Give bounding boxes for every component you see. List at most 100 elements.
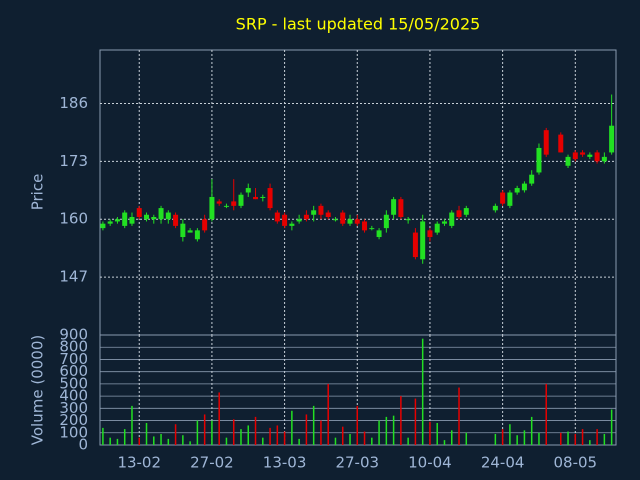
volume-bar bbox=[131, 405, 133, 445]
x-tick-label: 08-05 bbox=[554, 454, 598, 472]
candle-body bbox=[173, 214, 179, 226]
candle-body bbox=[587, 154, 593, 157]
candle-body bbox=[216, 201, 222, 204]
candle-body bbox=[543, 130, 549, 155]
volume-bar bbox=[305, 414, 308, 445]
volume-bar bbox=[371, 437, 373, 445]
volume-bar bbox=[218, 392, 220, 445]
volume-bar bbox=[523, 430, 526, 445]
volume-bar bbox=[225, 437, 228, 445]
candle-body bbox=[151, 216, 157, 220]
y-tick-label: 173 bbox=[59, 152, 88, 170]
volume-bar bbox=[567, 431, 569, 445]
candle-body bbox=[180, 223, 186, 238]
y-tick-label: 0 bbox=[78, 436, 88, 454]
candle-body bbox=[303, 214, 309, 220]
candle-body bbox=[100, 223, 106, 229]
volume-bar bbox=[247, 425, 250, 445]
candle-body bbox=[594, 152, 600, 162]
volume-bar bbox=[102, 427, 104, 445]
volume-bar bbox=[451, 430, 453, 445]
candle-body bbox=[202, 219, 208, 231]
volume-bar bbox=[160, 434, 162, 445]
candle-body bbox=[238, 194, 244, 206]
candle-body bbox=[398, 199, 404, 217]
candle-body bbox=[434, 223, 440, 233]
candle-body bbox=[383, 214, 389, 229]
volume-bar bbox=[262, 437, 264, 445]
volume-bar bbox=[443, 440, 446, 445]
candle-body bbox=[289, 223, 295, 226]
y-tick-label: 200 bbox=[59, 411, 88, 429]
volume-bar bbox=[283, 431, 286, 445]
candle-body bbox=[260, 196, 266, 198]
volume-bar bbox=[189, 441, 191, 445]
x-tick-label: 27-03 bbox=[335, 454, 379, 472]
candle-body bbox=[187, 230, 193, 233]
volume-bar bbox=[334, 437, 337, 445]
y-tick-label: 900 bbox=[59, 326, 88, 344]
candle-body bbox=[107, 221, 113, 224]
candle-body bbox=[194, 230, 200, 240]
candle-body bbox=[441, 221, 447, 224]
candle-body bbox=[325, 212, 331, 217]
volume-bar bbox=[349, 434, 351, 445]
volume-bar bbox=[291, 410, 293, 445]
candle-body bbox=[536, 147, 542, 173]
candle-body bbox=[514, 188, 520, 193]
candle-body bbox=[158, 208, 164, 220]
candle-body bbox=[274, 212, 280, 222]
volume-bar bbox=[400, 396, 402, 445]
candle-body bbox=[405, 219, 411, 221]
candle-body bbox=[354, 219, 360, 224]
candle-body bbox=[223, 205, 229, 207]
y-tick-label: 800 bbox=[59, 338, 88, 356]
candle-body bbox=[114, 219, 120, 222]
volume-bar bbox=[145, 423, 148, 445]
volume-bar bbox=[174, 424, 177, 445]
volume-bar bbox=[153, 436, 155, 445]
candle-body bbox=[311, 210, 317, 215]
y-tick-label: 147 bbox=[59, 268, 88, 286]
y-tick-label: 160 bbox=[59, 210, 88, 228]
candle-body bbox=[580, 152, 586, 155]
volume-bar bbox=[545, 383, 547, 445]
volume-bar bbox=[378, 420, 380, 445]
x-tick-label: 13-02 bbox=[117, 454, 161, 472]
volume-bar bbox=[138, 437, 140, 445]
candle-body bbox=[282, 214, 288, 226]
candle-body bbox=[362, 221, 368, 231]
volume-bar bbox=[232, 419, 235, 445]
candle-body bbox=[296, 219, 302, 222]
x-tick-label: 10-04 bbox=[408, 454, 452, 472]
volume-bar bbox=[341, 426, 344, 445]
volume-bar bbox=[458, 387, 460, 445]
candle-body bbox=[492, 205, 498, 211]
y-tick-label: 700 bbox=[59, 350, 88, 368]
candle-body bbox=[122, 212, 128, 226]
candle-body bbox=[529, 174, 535, 184]
volume-bar bbox=[574, 434, 577, 445]
candle-body bbox=[572, 152, 578, 160]
volume-bar bbox=[385, 416, 388, 445]
volume-bar bbox=[269, 427, 271, 445]
chart-title: SRP - last updated 15/05/2025 bbox=[236, 15, 481, 34]
volume-bar bbox=[610, 409, 613, 445]
volume-bar bbox=[116, 438, 119, 445]
volume-bar bbox=[298, 438, 300, 445]
candle-body bbox=[144, 214, 150, 220]
volume-bar bbox=[356, 405, 359, 445]
y-tick-label: 500 bbox=[59, 374, 88, 392]
candle-body bbox=[420, 221, 426, 260]
candle-body bbox=[463, 208, 469, 215]
volume-bar bbox=[589, 440, 591, 445]
volume-bar bbox=[240, 429, 242, 445]
volume-bar bbox=[109, 437, 111, 445]
candle-body bbox=[209, 196, 215, 220]
candle-body bbox=[318, 205, 324, 215]
volume-bar bbox=[516, 435, 518, 445]
candle-body bbox=[449, 212, 455, 226]
y-tick-label: 300 bbox=[59, 399, 88, 417]
candle-body bbox=[427, 230, 433, 238]
candle-body bbox=[376, 230, 382, 238]
